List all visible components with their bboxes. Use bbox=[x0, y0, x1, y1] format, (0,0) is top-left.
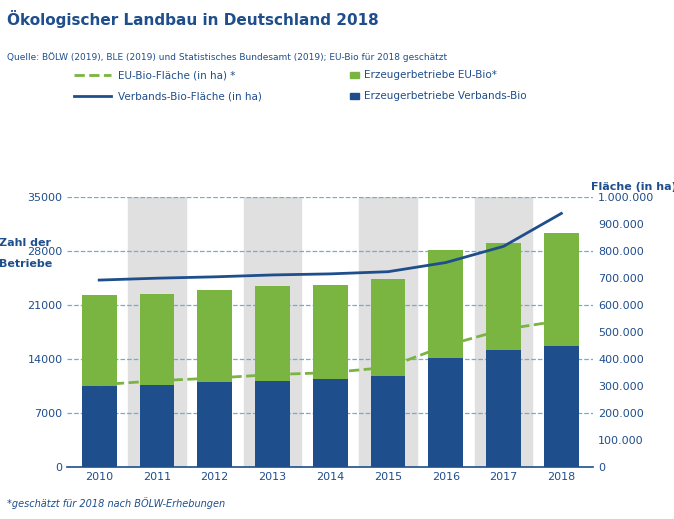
Text: *geschätzt für 2018 nach BÖLW-Erhebungen: *geschätzt für 2018 nach BÖLW-Erhebungen bbox=[7, 497, 225, 509]
Bar bbox=[255, 381, 290, 467]
Text: Betriebe: Betriebe bbox=[0, 260, 53, 269]
Bar bbox=[82, 295, 117, 386]
Bar bbox=[486, 350, 521, 467]
Bar bbox=[544, 234, 579, 346]
Bar bbox=[429, 358, 463, 467]
Text: Ökologischer Landbau in Deutschland 2018: Ökologischer Landbau in Deutschland 2018 bbox=[7, 10, 379, 29]
Bar bbox=[313, 285, 348, 379]
Bar bbox=[197, 383, 232, 467]
Bar bbox=[359, 197, 417, 467]
Bar bbox=[429, 250, 463, 358]
Text: Quelle: BÖLW (2019), BLE (2019) und Statistisches Bundesamt (2019); EU-Bio für 2: Quelle: BÖLW (2019), BLE (2019) und Stat… bbox=[7, 52, 447, 62]
Text: Erzeugerbetriebe EU-Bio*: Erzeugerbetriebe EU-Bio* bbox=[364, 70, 497, 80]
Bar bbox=[255, 286, 290, 381]
Bar bbox=[474, 197, 532, 467]
Text: Fläche (in ha): Fläche (in ha) bbox=[592, 182, 674, 192]
Bar bbox=[243, 197, 301, 467]
Bar bbox=[140, 385, 175, 467]
Text: Zahl der: Zahl der bbox=[0, 238, 51, 248]
Bar bbox=[82, 386, 117, 467]
Bar bbox=[313, 379, 348, 467]
Bar bbox=[197, 290, 232, 383]
Text: Erzeugerbetriebe Verbands-Bio: Erzeugerbetriebe Verbands-Bio bbox=[364, 91, 526, 101]
Bar bbox=[486, 243, 521, 350]
Bar bbox=[128, 197, 186, 467]
Bar bbox=[544, 346, 579, 467]
Bar bbox=[371, 376, 405, 467]
Bar bbox=[371, 279, 405, 376]
Text: Verbands-Bio-Fläche (in ha): Verbands-Bio-Fläche (in ha) bbox=[118, 91, 262, 101]
Bar bbox=[140, 294, 175, 385]
Text: EU-Bio-Fläche (in ha) *: EU-Bio-Fläche (in ha) * bbox=[118, 70, 235, 80]
